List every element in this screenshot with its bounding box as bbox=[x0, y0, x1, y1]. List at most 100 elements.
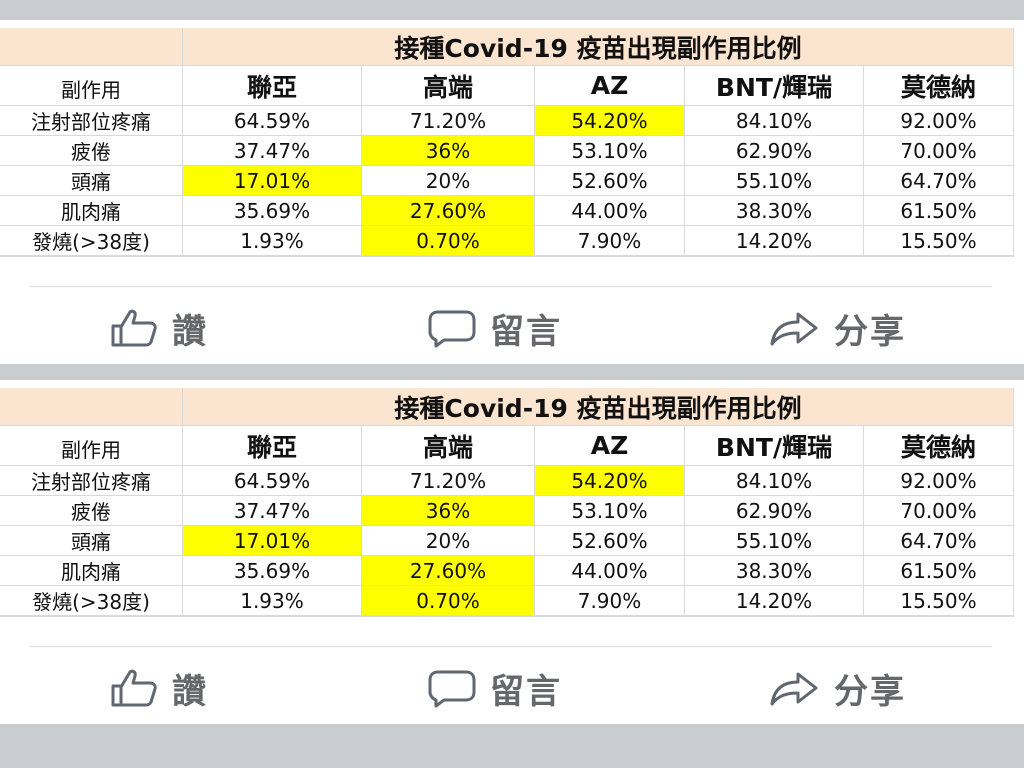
empty-cell bbox=[362, 256, 535, 257]
speech-bubble-icon bbox=[428, 310, 476, 348]
share-button[interactable]: 分享 bbox=[768, 666, 906, 712]
side-effect-header: 副作用 bbox=[0, 66, 183, 106]
share-button[interactable]: 分享 bbox=[768, 306, 906, 352]
rate-cell: 52.60% bbox=[535, 526, 685, 556]
rate-cell: 53.10% bbox=[535, 496, 685, 526]
side-effect-label: 頭痛 bbox=[0, 166, 183, 196]
table-corner-cell bbox=[0, 28, 183, 66]
rate-cell: 20% bbox=[362, 526, 535, 556]
rate-cell: 84.10% bbox=[685, 106, 864, 136]
vaccine-header: BNT/輝瑞 bbox=[685, 66, 864, 106]
rate-cell: 14.20% bbox=[685, 586, 864, 616]
vaccine-header: 聯亞 bbox=[183, 66, 362, 106]
rate-cell: 17.01% bbox=[183, 526, 362, 556]
share-label: 分享 bbox=[834, 311, 906, 352]
share-arrow-icon bbox=[770, 672, 818, 706]
rate-cell: 35.69% bbox=[183, 556, 362, 586]
thumbs-up-icon bbox=[111, 309, 157, 347]
empty-cell bbox=[535, 256, 685, 257]
rate-cell: 14.20% bbox=[685, 226, 864, 256]
rate-cell: 64.70% bbox=[864, 166, 1014, 196]
vaccine-header: 聯亞 bbox=[183, 426, 362, 466]
vaccine-header: BNT/輝瑞 bbox=[685, 426, 864, 466]
rate-cell: 54.20% bbox=[535, 466, 685, 496]
rate-cell: 0.70% bbox=[362, 586, 535, 616]
rate-cell: 15.50% bbox=[864, 586, 1014, 616]
rate-cell: 36% bbox=[362, 496, 535, 526]
side-effect-label: 頭痛 bbox=[0, 526, 183, 556]
rate-cell: 37.47% bbox=[183, 496, 362, 526]
empty-cell bbox=[183, 616, 362, 617]
like-label: 讚 bbox=[172, 311, 208, 352]
side-effect-label: 肌肉痛 bbox=[0, 196, 183, 226]
rate-cell: 35.69% bbox=[183, 196, 362, 226]
rate-cell: 70.00% bbox=[864, 496, 1014, 526]
side-effect-label: 注射部位疼痛 bbox=[0, 466, 183, 496]
empty-cell bbox=[685, 256, 864, 257]
comment-label: 留言 bbox=[490, 311, 562, 352]
rate-cell: 44.00% bbox=[535, 556, 685, 586]
rate-cell: 0.70% bbox=[362, 226, 535, 256]
empty-cell bbox=[685, 616, 864, 617]
table-title: 接種Covid-19 疫苗出現副作用比例 bbox=[183, 388, 1014, 426]
vaccine-header: 莫德納 bbox=[864, 66, 1014, 106]
rate-cell: 52.60% bbox=[535, 166, 685, 196]
rate-cell: 44.00% bbox=[535, 196, 685, 226]
rate-cell: 71.20% bbox=[362, 106, 535, 136]
rate-cell: 15.50% bbox=[864, 226, 1014, 256]
divider bbox=[30, 646, 992, 647]
rate-cell: 27.60% bbox=[362, 196, 535, 226]
share-label: 分享 bbox=[834, 671, 906, 712]
rate-cell: 70.00% bbox=[864, 136, 1014, 166]
rate-cell: 64.59% bbox=[183, 466, 362, 496]
speech-bubble-icon bbox=[428, 670, 476, 708]
table-title: 接種Covid-19 疫苗出現副作用比例 bbox=[183, 28, 1014, 66]
rate-cell: 71.20% bbox=[362, 466, 535, 496]
comment-button[interactable]: 留言 bbox=[428, 306, 562, 352]
rate-cell: 53.10% bbox=[535, 136, 685, 166]
rate-cell: 7.90% bbox=[535, 226, 685, 256]
rate-cell: 84.10% bbox=[685, 466, 864, 496]
rate-cell: 36% bbox=[362, 136, 535, 166]
rate-cell: 61.50% bbox=[864, 556, 1014, 586]
side-effect-label: 疲倦 bbox=[0, 496, 183, 526]
like-button[interactable]: 讚 bbox=[110, 306, 208, 352]
rate-cell: 54.20% bbox=[535, 106, 685, 136]
rate-cell: 55.10% bbox=[685, 166, 864, 196]
vaccine-header: 高端 bbox=[362, 66, 535, 106]
post-card: 接種Covid-19 疫苗出現副作用比例 副作用 聯亞 高端 AZ BNT/輝瑞 莫德納 注射… bbox=[0, 20, 1024, 364]
empty-cell bbox=[0, 256, 183, 257]
side-effect-label: 注射部位疼痛 bbox=[0, 106, 183, 136]
share-arrow-icon bbox=[770, 312, 818, 346]
rate-cell: 27.60% bbox=[362, 556, 535, 586]
side-effect-label: 疲倦 bbox=[0, 136, 183, 166]
rate-cell: 62.90% bbox=[685, 496, 864, 526]
vaccine-header: 莫德納 bbox=[864, 426, 1014, 466]
table-corner-cell bbox=[0, 388, 183, 426]
rate-cell: 64.59% bbox=[183, 106, 362, 136]
comment-button[interactable]: 留言 bbox=[428, 666, 562, 712]
rate-cell: 64.70% bbox=[864, 526, 1014, 556]
thumbs-up-icon bbox=[111, 669, 157, 707]
rate-cell: 37.47% bbox=[183, 136, 362, 166]
empty-cell bbox=[864, 616, 1014, 617]
post-card: 接種Covid-19 疫苗出現副作用比例 副作用 聯亞 高端 AZ BNT/輝瑞 莫德納 注射… bbox=[0, 380, 1024, 724]
empty-cell bbox=[0, 616, 183, 617]
spreadsheet-screenshot: 接種Covid-19 疫苗出現副作用比例 副作用 聯亞 高端 AZ BNT/輝瑞 莫德納 注射… bbox=[0, 388, 1014, 624]
side-effect-header: 副作用 bbox=[0, 426, 183, 466]
like-button[interactable]: 讚 bbox=[110, 666, 208, 712]
comment-label: 留言 bbox=[490, 671, 562, 712]
rate-cell: 20% bbox=[362, 166, 535, 196]
rate-cell: 1.93% bbox=[183, 226, 362, 256]
spreadsheet-screenshot: 接種Covid-19 疫苗出現副作用比例 副作用 聯亞 高端 AZ BNT/輝瑞 莫德納 注射… bbox=[0, 28, 1014, 264]
rate-cell: 92.00% bbox=[864, 466, 1014, 496]
empty-cell bbox=[864, 256, 1014, 257]
rate-cell: 55.10% bbox=[685, 526, 864, 556]
rate-cell: 92.00% bbox=[864, 106, 1014, 136]
rate-cell: 1.93% bbox=[183, 586, 362, 616]
empty-cell bbox=[362, 616, 535, 617]
side-effect-label: 發燒(>38度) bbox=[0, 226, 183, 256]
rate-cell: 7.90% bbox=[535, 586, 685, 616]
vaccine-header: 高端 bbox=[362, 426, 535, 466]
rate-cell: 38.30% bbox=[685, 196, 864, 226]
